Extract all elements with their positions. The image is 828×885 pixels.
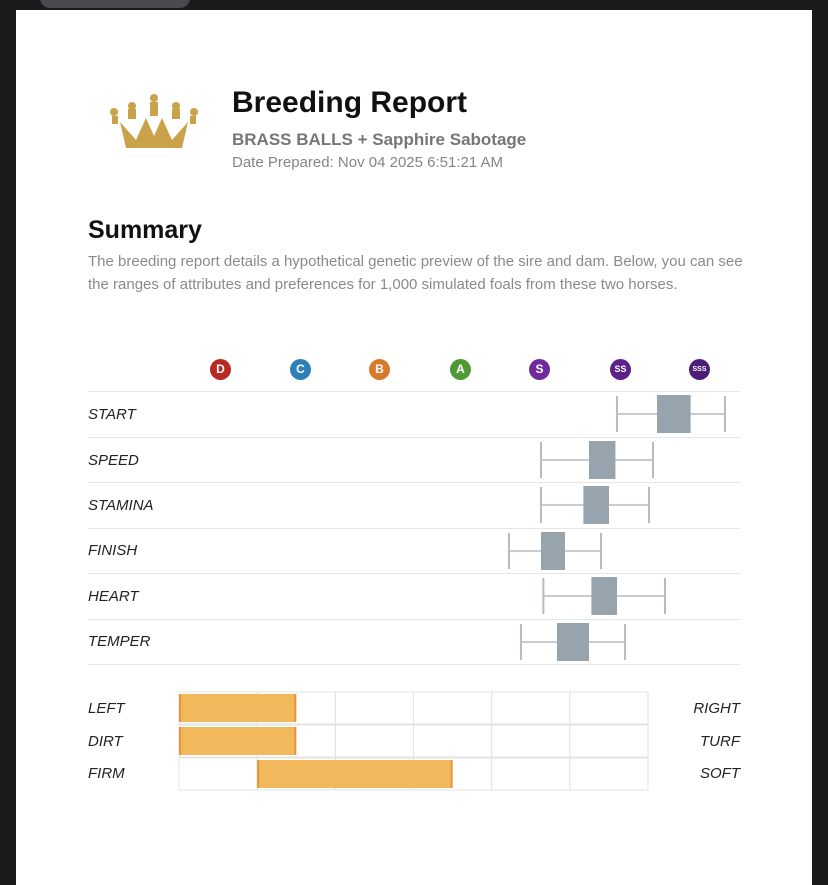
pref-grid-cell (491, 724, 571, 758)
stat-label-speed: SPEED (88, 452, 139, 469)
pref-bar-firm (257, 760, 453, 788)
grade-badge-d: D (210, 359, 231, 380)
pref-grid-cell (491, 691, 571, 725)
row-divider (88, 482, 740, 483)
pref-grid-cell (569, 691, 649, 725)
box-speed (589, 441, 616, 479)
pref-bar-dirt (179, 727, 297, 755)
pref-bar-edge (179, 694, 181, 722)
pref-grid-cell (569, 724, 649, 758)
pref-right-label: RIGHT (693, 700, 740, 717)
pref-right-label: TURF (700, 733, 740, 750)
pref-grid-cell (334, 724, 415, 758)
pref-bar-edge (179, 727, 181, 755)
box-start (657, 395, 691, 433)
pref-grid-cell (413, 724, 493, 758)
date-value: Nov 04 2025 6:51:21 AM (337, 154, 504, 171)
report-subtitle: BRASS BALLS + Sapphire Sabotage (232, 130, 527, 149)
stat-label-stamina: STAMINA (88, 497, 154, 514)
pref-grid-cell (413, 691, 493, 725)
grade-badge-s: S (529, 359, 550, 380)
stat-label-finish: FINISH (88, 542, 138, 559)
report-title: Breeding Report (232, 86, 468, 119)
pref-grid-cell (334, 691, 415, 725)
box-temper (557, 623, 589, 661)
grade-badge-ss: SS (610, 359, 631, 380)
row-divider (88, 391, 740, 392)
date-prepared: Date Prepared: Nov 04 2025 6:51:21 AM (232, 154, 503, 171)
row-divider (88, 664, 740, 665)
pref-grid-cell (491, 757, 571, 791)
row-divider (88, 573, 740, 574)
box-finish (541, 532, 565, 570)
row-divider (88, 619, 740, 620)
stat-label-heart: HEART (88, 588, 139, 605)
pref-left-label: DIRT (88, 733, 123, 750)
grade-badge-c: C (290, 359, 311, 380)
grade-badge-a: A (450, 359, 471, 380)
pref-left-label: LEFT (88, 700, 125, 717)
row-divider (88, 437, 740, 438)
summary-heading: Summary (88, 216, 202, 244)
pref-bar-edge (294, 694, 297, 722)
date-label: Date Prepared: (232, 154, 334, 171)
pref-bar-edge (294, 727, 297, 755)
window-tab[interactable] (40, 0, 190, 8)
stat-label-temper: TEMPER (88, 633, 151, 650)
stat-label-start: START (88, 406, 136, 423)
grade-badge-sss: SSS (689, 359, 710, 380)
box-heart (591, 577, 617, 615)
crown-icon (110, 94, 198, 148)
pref-right-label: SOFT (700, 765, 740, 782)
pref-grid-cell (178, 757, 258, 791)
pref-bar-left (179, 694, 297, 722)
row-divider (88, 528, 740, 529)
pref-grid-cell (569, 757, 649, 791)
pref-left-label: FIRM (88, 765, 125, 782)
summary-text: The breeding report details a hypothetic… (88, 253, 743, 293)
pref-bar-edge (257, 760, 260, 788)
box-stamina (583, 486, 609, 524)
pref-bar-edge (450, 760, 453, 788)
grade-badge-b: B (369, 359, 390, 380)
